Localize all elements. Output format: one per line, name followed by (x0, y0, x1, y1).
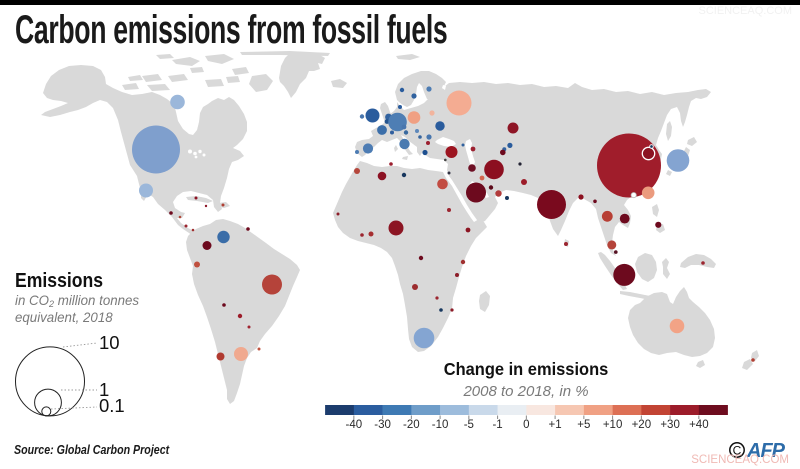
svg-text:+20: +20 (632, 419, 652, 431)
svg-text:+10: +10 (603, 419, 623, 431)
svg-text:+40: +40 (689, 419, 709, 431)
svg-text:+5: +5 (577, 419, 590, 431)
svg-text:+1: +1 (549, 419, 562, 431)
svg-text:+30: +30 (660, 419, 680, 431)
svg-text:-40: -40 (346, 419, 363, 431)
svg-text:-5: -5 (464, 419, 474, 431)
svg-text:0: 0 (523, 419, 529, 431)
svg-text:-30: -30 (374, 419, 391, 431)
svg-text:C: C (733, 444, 742, 458)
svg-text:AFP: AFP (746, 440, 786, 460)
svg-text:-20: -20 (403, 419, 420, 431)
svg-text:-1: -1 (492, 419, 502, 431)
svg-text:-10: -10 (432, 419, 449, 431)
